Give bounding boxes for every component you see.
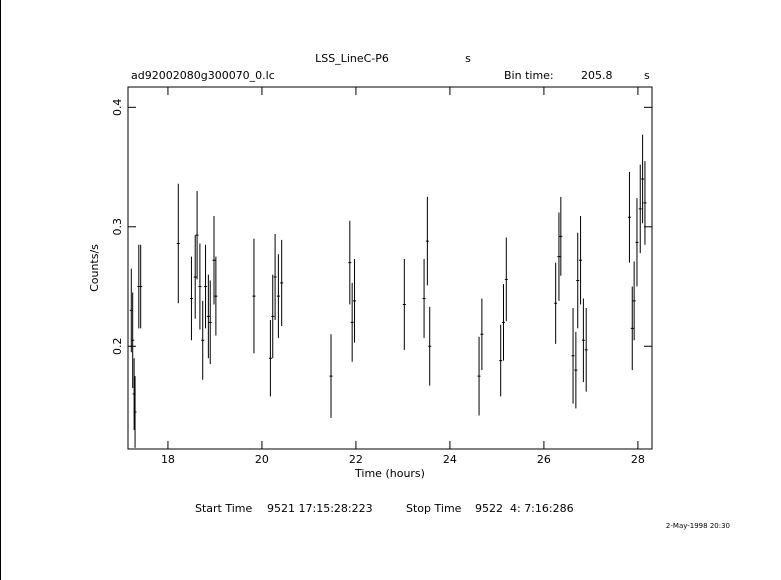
error-bar [329,334,333,418]
start-time: 9521 17:15:28:223 [267,502,373,515]
error-bar [280,239,284,326]
error-bar [268,319,272,397]
date: 2-May-1998 20:30 [666,522,730,530]
y-tick-label: 0.4 [111,99,124,117]
start-label: Start Time [195,502,253,515]
error-bar [353,259,357,343]
error-bar [627,171,631,263]
error-bar [276,254,280,338]
error-bar [571,308,575,404]
y-axis-label: Counts/s [88,244,101,292]
x-tick-label: 28 [631,453,645,466]
error-bar [630,286,634,371]
error-bar [402,259,406,350]
x-tick-label: 22 [349,453,363,466]
error-bar [193,235,197,319]
error-bar [480,298,484,371]
error-bar [581,298,585,383]
error-bar [139,244,143,329]
x-axis-label: Time (hours) [354,467,425,480]
error-bar [574,331,578,409]
x-tick-label: 20 [255,453,269,466]
error-bar [206,274,210,359]
y-tick-label: 0.2 [111,338,124,356]
error-bar [273,233,277,320]
x-tick-label: 18 [161,453,175,466]
error-bar [584,308,588,392]
error-bar [204,244,208,329]
title-unit: s [465,52,471,65]
error-bar [557,212,561,301]
error-bar [271,274,275,359]
error-bar [554,262,558,344]
x-tick-label: 26 [537,453,551,466]
plot-frame [127,86,653,450]
error-bar [638,164,642,254]
error-bar [198,243,202,330]
error-bar [212,216,216,305]
error-bar [176,183,180,304]
stop-label: Stop Time [406,502,462,515]
error-bar [641,134,645,224]
error-bar [643,161,647,245]
bin-time-label: Bin time: [504,69,554,82]
file-name: ad92002080g300070_0.lc [131,69,275,82]
chart-title: LSS_LineC-P6 [315,52,389,65]
error-bar [133,376,137,448]
error-bar [559,196,563,276]
y-tick-label: 0.3 [111,218,124,236]
error-bar [428,306,432,386]
error-bar [501,284,505,361]
error-bar [425,196,429,286]
x-tick-label: 24 [443,453,457,466]
bin-time-unit: s [644,69,650,82]
error-bar [635,198,639,287]
error-bar [504,237,508,322]
error-bar [131,292,135,389]
error-bar [477,336,481,416]
error-bar [348,220,352,305]
error-bar [195,190,199,280]
error-bar [208,280,212,365]
bin-time: 205.8 [581,69,613,82]
error-bar [422,259,426,338]
error-bar [189,256,193,341]
error-bar [214,256,218,336]
error-bar [201,300,205,380]
error-bar [632,261,636,341]
error-bar [576,232,580,329]
error-bar [499,324,503,397]
error-bar [579,216,583,305]
stop-time: 9522 4: 7:16:286 [475,502,574,515]
error-bar [350,282,354,362]
error-bar [252,238,256,354]
